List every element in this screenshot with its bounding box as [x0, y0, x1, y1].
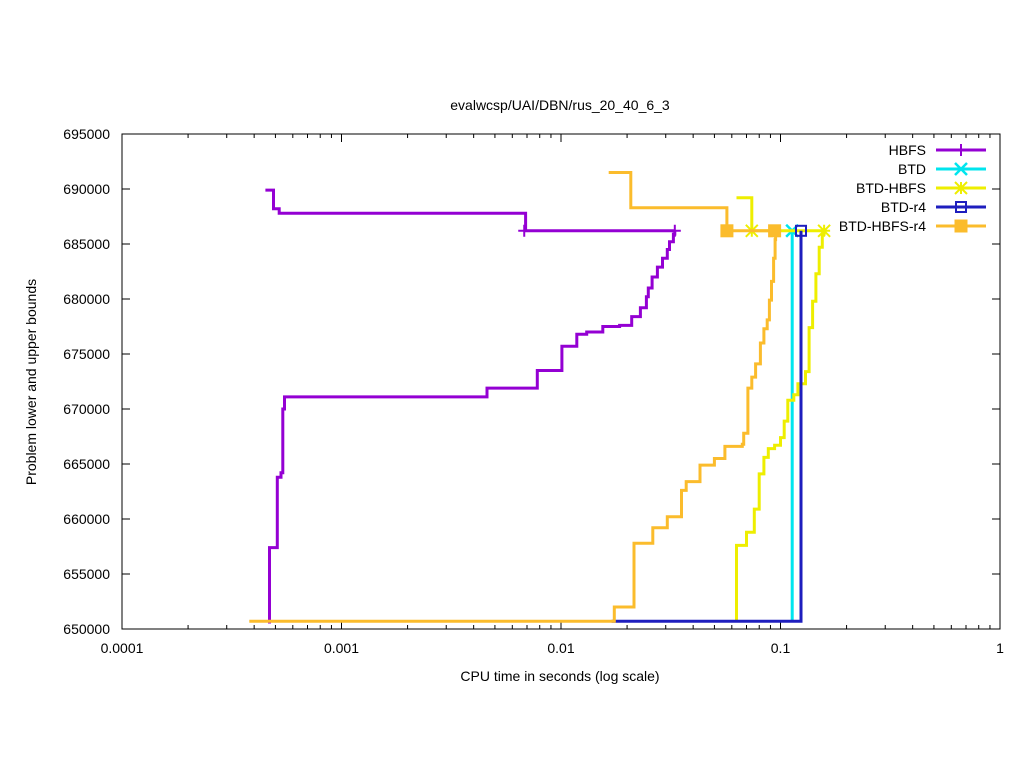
y-tick-label: 650000: [63, 621, 110, 637]
series-lower-bound-line: [249, 230, 778, 623]
plot-series: [249, 171, 831, 624]
series-upper-bound-line: [608, 171, 775, 233]
legend-swatch-marker: [955, 144, 967, 156]
series-upper-bound-line: [736, 196, 825, 233]
y-tick-label: 675000: [63, 346, 110, 362]
chart-title: evalwcsp/UAI/DBN/rus_20_40_6_3: [450, 97, 670, 113]
y-axis-ticks: 650000 655000 660000 665000 670000 675000 6800…: [63, 126, 1000, 637]
legend: HBFS BTD BTD-HBFS BTD-r4 BTD-HBFS-r4: [839, 142, 986, 234]
series-point: [720, 224, 734, 238]
y-tick-label: 665000: [63, 456, 110, 472]
legend-swatch-marker: [954, 162, 968, 176]
series-point: [817, 224, 831, 238]
series-point: [518, 224, 531, 237]
legend-label: HBFS: [889, 142, 926, 158]
x-tick-label: 1: [996, 640, 1004, 656]
y-tick-label: 670000: [63, 401, 110, 417]
legend-label: BTD-HBFS: [856, 180, 926, 196]
y-axis-label: Problem lower and upper bounds: [23, 279, 39, 485]
y-tick-label: 685000: [63, 236, 110, 252]
series-lower-bound-line: [268, 230, 677, 624]
series-point: [668, 224, 681, 237]
plot-frame: [121, 133, 1001, 630]
series-btd-hbfs-r4: [249, 171, 782, 623]
y-tick-label: 680000: [63, 291, 110, 307]
legend-swatch-marker: [954, 219, 968, 233]
legend-label: BTD-HBFS-r4: [839, 218, 926, 234]
y-tick-label: 695000: [63, 126, 110, 142]
x-tick-label: 0.0001: [101, 640, 144, 656]
x-tick-label: 0.1: [771, 640, 791, 656]
y-tick-label: 660000: [63, 511, 110, 527]
series-point: [768, 224, 782, 238]
x-axis-ticks: 0.0001 0.001 0.01 0.1 1: [101, 134, 1004, 656]
y-tick-label: 690000: [63, 181, 110, 197]
series-lower-bound-line: [611, 230, 803, 623]
series-upper-bound-line: [265, 188, 675, 233]
legend-label: BTD: [898, 161, 926, 177]
y-tick-label: 655000: [63, 566, 110, 582]
legend-swatch-marker: [954, 181, 968, 195]
x-tick-label: 0.001: [324, 640, 359, 656]
x-axis-label: CPU time in seconds (log scale): [460, 668, 659, 684]
series-hbfs: [265, 188, 681, 624]
x-tick-label: 0.01: [547, 640, 574, 656]
series-btd-r4: [611, 224, 808, 623]
series-lower-bound-line: [735, 230, 826, 622]
legend-swatch-marker: [955, 201, 967, 213]
legend-label: BTD-r4: [881, 199, 926, 215]
series-point: [795, 224, 808, 237]
